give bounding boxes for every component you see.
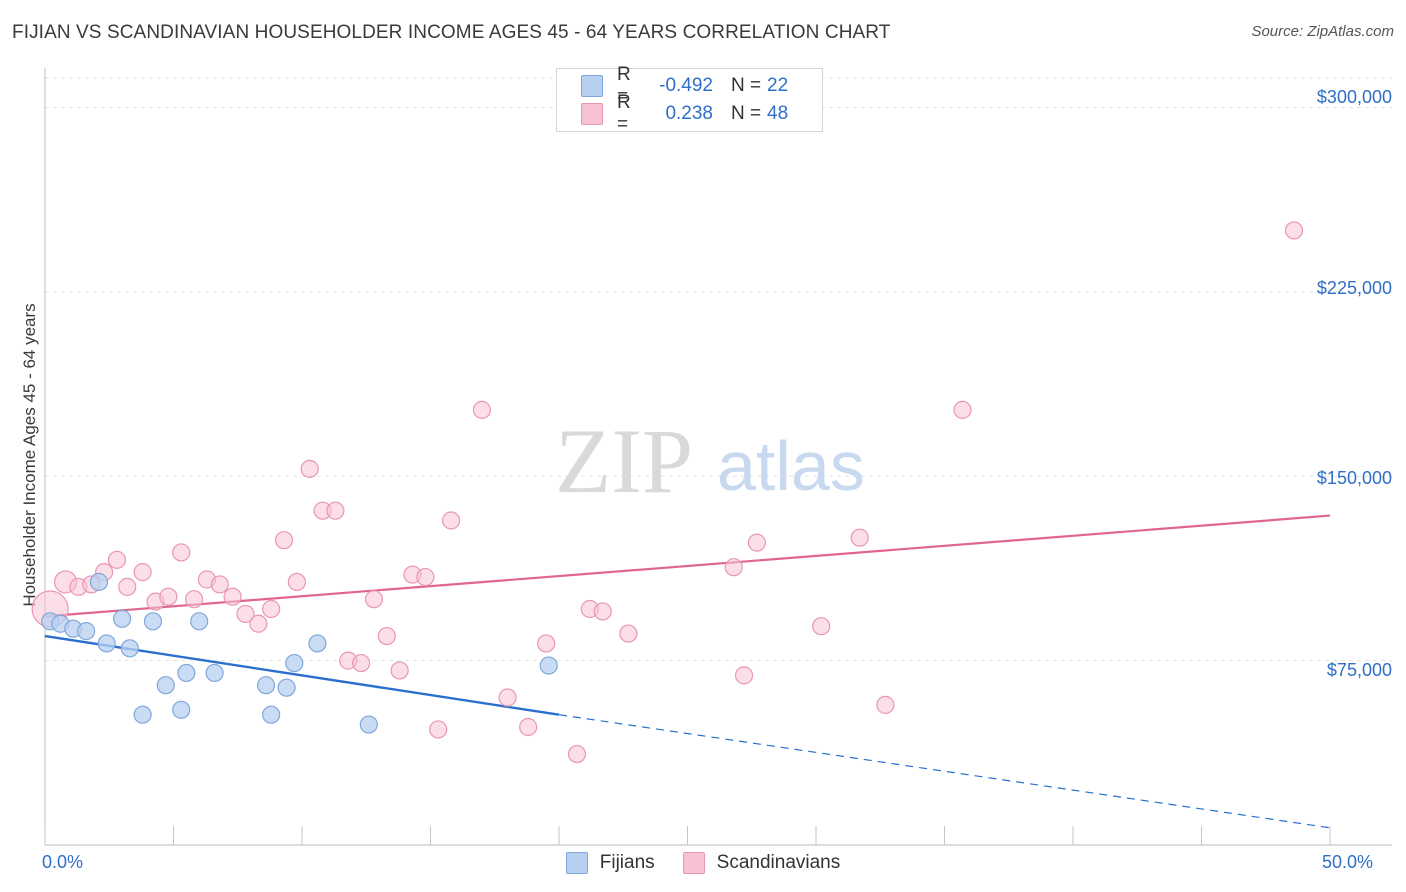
legend-n-label: N = bbox=[731, 75, 762, 96]
fijian-point bbox=[308, 634, 327, 653]
scandinavian-point bbox=[172, 543, 191, 562]
trend-line-scandinavians bbox=[44, 514, 1331, 618]
scandinavian-point bbox=[223, 587, 242, 606]
scandinavian-point bbox=[390, 661, 409, 680]
legend-label-scandinavians: Scandinavians bbox=[716, 852, 841, 873]
fijian-point bbox=[143, 612, 163, 631]
scandinavian-point bbox=[1284, 221, 1304, 240]
fijian-point bbox=[262, 705, 281, 724]
scandinavian-point bbox=[567, 744, 587, 764]
data-points bbox=[31, 221, 1304, 764]
fijian-point bbox=[133, 705, 152, 724]
legend-swatch-fijians bbox=[565, 852, 588, 874]
legend-swatch-scandinavians bbox=[682, 852, 705, 874]
scandinavian-point bbox=[472, 400, 491, 419]
scandinavian-point bbox=[364, 590, 384, 609]
fijian-point bbox=[112, 609, 132, 628]
scandinavian-point bbox=[210, 575, 229, 594]
scandinavian-point bbox=[184, 590, 204, 609]
scandinavian-point bbox=[377, 626, 396, 646]
trend-lines bbox=[44, 514, 1331, 829]
scandinavian-point bbox=[118, 577, 137, 596]
scandinavian-point bbox=[287, 572, 306, 592]
scandinavian-point bbox=[249, 614, 268, 633]
scandinavian-point bbox=[593, 602, 612, 621]
legend-n-value: 22 bbox=[767, 75, 789, 96]
fijian-point bbox=[89, 572, 109, 592]
legend-item-scandinavians[interactable]: Scandinavians bbox=[682, 852, 841, 874]
scandinavian-point bbox=[107, 550, 127, 569]
scandinavian-point bbox=[953, 400, 972, 419]
scandinavian-point bbox=[734, 666, 754, 685]
scandinavian-point bbox=[416, 567, 435, 587]
scandinavian-point bbox=[326, 501, 345, 520]
fijian-point bbox=[256, 676, 276, 695]
legend-r-label: R = bbox=[617, 92, 631, 135]
scandinavian-point bbox=[724, 558, 743, 577]
scandinavian-point bbox=[441, 511, 461, 530]
watermark-zip: ZIP bbox=[555, 410, 693, 512]
fijian-point bbox=[205, 663, 224, 683]
legend-row-fijians: R = -0.492 N = 22 bbox=[581, 64, 789, 107]
x-tick-label-max: 50.0% bbox=[1322, 852, 1374, 872]
fijian-point bbox=[172, 700, 191, 719]
fijian-point bbox=[539, 656, 558, 675]
scandinavian-point bbox=[537, 634, 556, 653]
legend-n-label: N = bbox=[731, 103, 762, 124]
watermark-atlas: atlas bbox=[717, 427, 865, 505]
scandinavian-point bbox=[159, 587, 178, 606]
y-tick-label-75000: $75,000 bbox=[1326, 660, 1392, 680]
fijian-point bbox=[190, 612, 209, 631]
scandinavian-point bbox=[300, 459, 319, 478]
scandinavian-point bbox=[850, 528, 869, 547]
watermark: ZIP atlas bbox=[555, 410, 865, 512]
legend-label-fijians: Fijians bbox=[599, 852, 655, 873]
source-note: Source: ZipAtlas.com bbox=[1251, 23, 1394, 40]
fijian-point bbox=[156, 676, 175, 695]
y-tick-label-225000: $225,000 bbox=[1316, 278, 1392, 298]
scandinavian-point bbox=[236, 604, 255, 624]
x-tick-label-min: 0.0% bbox=[42, 852, 84, 872]
fijian-point bbox=[359, 715, 378, 734]
legend-swatch-fijians bbox=[581, 75, 603, 97]
legend-swatch-scandinavians bbox=[581, 103, 603, 125]
scandinavian-point bbox=[274, 531, 294, 550]
legend-r-value: -0.492 bbox=[659, 75, 713, 96]
scandinavian-point bbox=[133, 563, 152, 582]
scandinavian-point bbox=[498, 688, 517, 707]
fijian-point bbox=[277, 678, 296, 697]
y-tick-label-150000: $150,000 bbox=[1316, 468, 1392, 488]
fijian-point bbox=[177, 663, 196, 683]
legend-item-fijians[interactable]: Fijians bbox=[565, 852, 655, 874]
series-legend: Fijians Scandinavians bbox=[0, 852, 1406, 874]
scandinavian-point bbox=[352, 653, 371, 673]
fijian-point bbox=[77, 622, 96, 641]
legend-r-value: 0.238 bbox=[665, 103, 713, 124]
scandinavian-point bbox=[262, 599, 281, 619]
scandinavian-point bbox=[519, 717, 538, 737]
correlation-legend: R = -0.492 N = 22 R = 0.238 N = 48 bbox=[556, 64, 823, 135]
scandinavian-point bbox=[747, 533, 766, 552]
scandinavian-point bbox=[812, 617, 831, 636]
y-tick-label-300000: $300,000 bbox=[1316, 87, 1392, 107]
fijian-point bbox=[120, 639, 139, 658]
legend-r-label: R = bbox=[617, 64, 631, 107]
legend-row-scandinavians: R = 0.238 N = 48 bbox=[581, 92, 789, 135]
fijian-point bbox=[285, 653, 304, 673]
fijian-point bbox=[97, 634, 116, 653]
axes bbox=[44, 68, 1392, 846]
scandinavian-point bbox=[429, 720, 448, 739]
gridlines bbox=[45, 77, 1392, 662]
scandinavian-point bbox=[876, 695, 895, 714]
legend-n-value: 48 bbox=[767, 103, 789, 124]
trend-line-fijians-extrapolated bbox=[558, 714, 1331, 829]
scandinavian-point bbox=[619, 624, 638, 643]
chart-title: FIJIAN VS SCANDINAVIAN HOUSEHOLDER INCOM… bbox=[12, 22, 891, 43]
